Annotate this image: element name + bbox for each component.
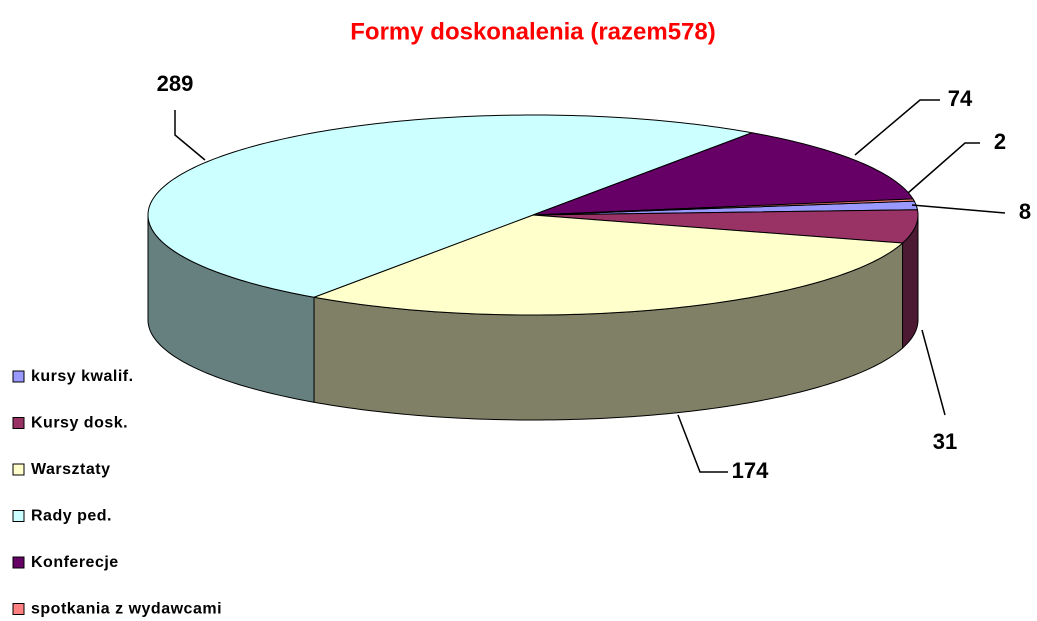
legend-label: kursy kwalif. xyxy=(31,368,134,385)
data-label: 8 xyxy=(1019,199,1031,224)
data-label: 31 xyxy=(933,429,957,454)
slice xyxy=(532,132,914,216)
legend-swatch xyxy=(12,370,25,383)
data-label: 174 xyxy=(732,458,769,483)
leader-line xyxy=(854,99,940,156)
data-label: 74 xyxy=(948,86,973,111)
legend-label: Konferecje xyxy=(31,554,119,571)
data-label: 289 xyxy=(157,71,194,96)
leader-line xyxy=(907,142,980,194)
legend-label: Rady ped. xyxy=(31,508,112,525)
legend-swatch xyxy=(12,510,25,522)
leader-line xyxy=(921,329,946,416)
leader-line xyxy=(911,204,1006,214)
legend-swatch xyxy=(12,417,25,429)
legend-label: Kursy dosk. xyxy=(31,415,128,432)
slice xyxy=(312,214,904,316)
legend-label: Warsztaty xyxy=(31,461,110,478)
slice xyxy=(532,209,919,244)
leader-line xyxy=(174,110,206,161)
legend-swatch xyxy=(12,556,25,569)
leader-line xyxy=(677,414,728,473)
legend-label: spotkania z wydawcami xyxy=(31,601,222,618)
legend-swatch xyxy=(12,603,25,615)
slice xyxy=(532,198,916,216)
data-label: 2 xyxy=(994,129,1006,154)
chart-title: Formy doskonalenia (razem578) xyxy=(350,18,715,45)
slice xyxy=(147,114,754,298)
legend-swatch xyxy=(12,463,25,476)
